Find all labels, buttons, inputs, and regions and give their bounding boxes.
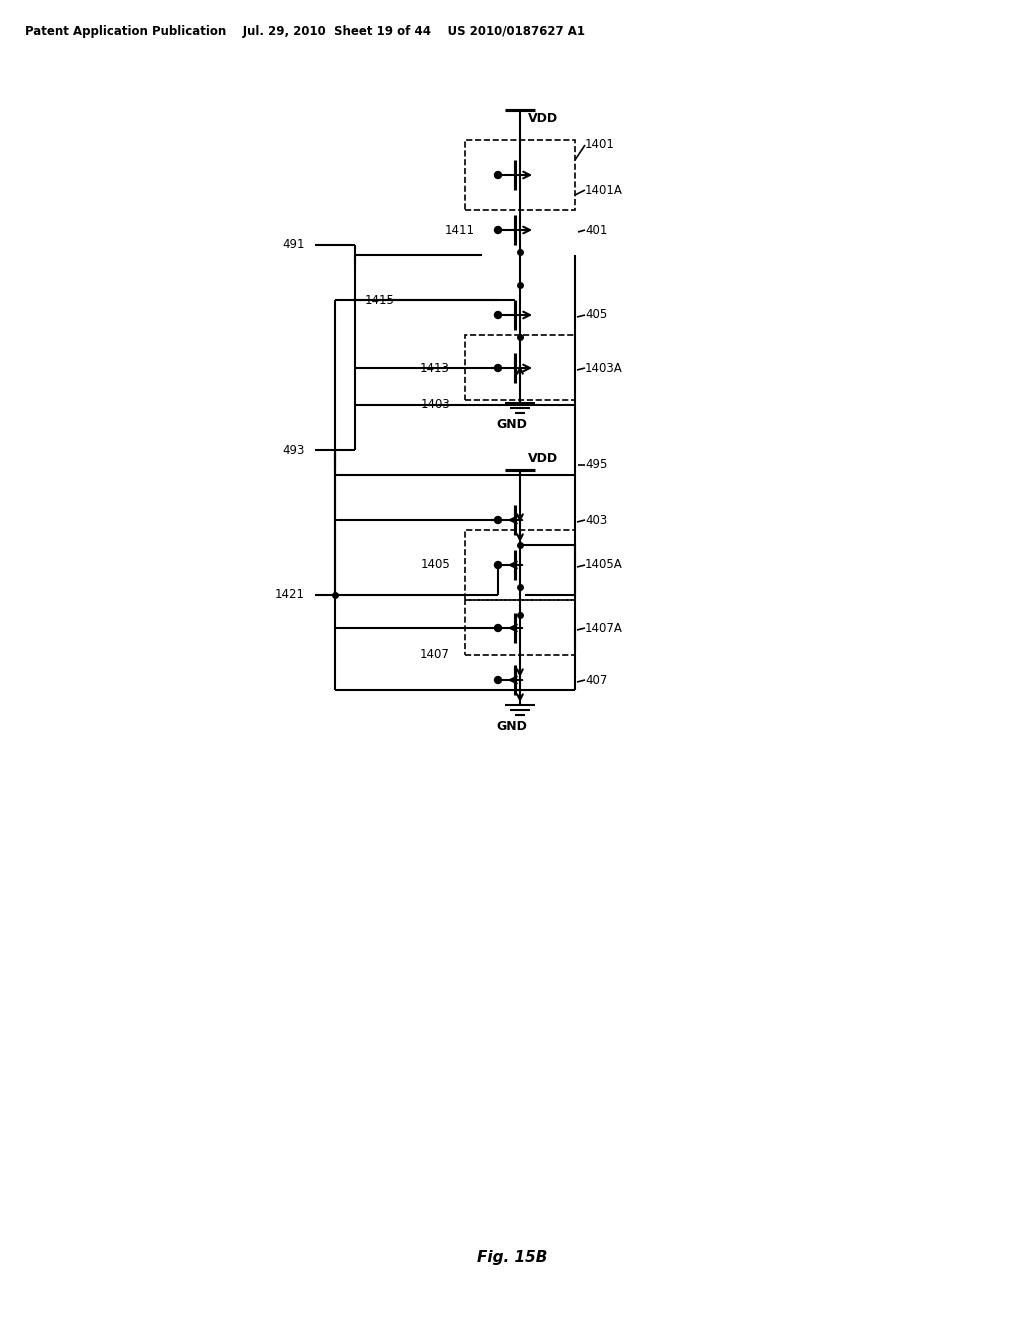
Circle shape: [495, 312, 502, 318]
Circle shape: [495, 364, 502, 371]
Text: 1411: 1411: [445, 223, 475, 236]
Text: 1401A: 1401A: [585, 183, 623, 197]
Text: 403: 403: [585, 513, 607, 527]
Bar: [465, 531, 575, 601]
Text: 1413: 1413: [420, 362, 450, 375]
Text: 1403A: 1403A: [585, 362, 623, 375]
Text: 495: 495: [585, 458, 607, 471]
Text: Fig. 15B: Fig. 15B: [477, 1250, 547, 1265]
Circle shape: [495, 227, 502, 234]
Text: 407: 407: [585, 673, 607, 686]
Text: 1401: 1401: [585, 139, 614, 152]
Text: 1405A: 1405A: [585, 558, 623, 572]
Text: 1407: 1407: [420, 648, 450, 661]
Bar: [465, 601, 575, 655]
Circle shape: [495, 624, 502, 631]
Circle shape: [495, 172, 502, 178]
Text: 405: 405: [585, 309, 607, 322]
Text: 491: 491: [283, 239, 305, 252]
Text: VDD: VDD: [528, 451, 558, 465]
Text: Patent Application Publication    Jul. 29, 2010  Sheet 19 of 44    US 2010/01876: Patent Application Publication Jul. 29, …: [25, 25, 585, 38]
Circle shape: [495, 516, 502, 524]
Bar: [465, 335, 575, 400]
Bar: [465, 140, 575, 210]
Circle shape: [495, 561, 502, 569]
Text: 1403: 1403: [420, 399, 450, 412]
Text: 1421: 1421: [275, 589, 305, 602]
Text: VDD: VDD: [528, 112, 558, 125]
Text: GND: GND: [497, 418, 527, 432]
Text: 1407A: 1407A: [585, 622, 623, 635]
Text: GND: GND: [497, 719, 527, 733]
Circle shape: [495, 676, 502, 684]
Text: 1405: 1405: [420, 558, 450, 572]
Text: 401: 401: [585, 223, 607, 236]
Text: 493: 493: [283, 444, 305, 457]
Text: 1415: 1415: [365, 293, 395, 306]
